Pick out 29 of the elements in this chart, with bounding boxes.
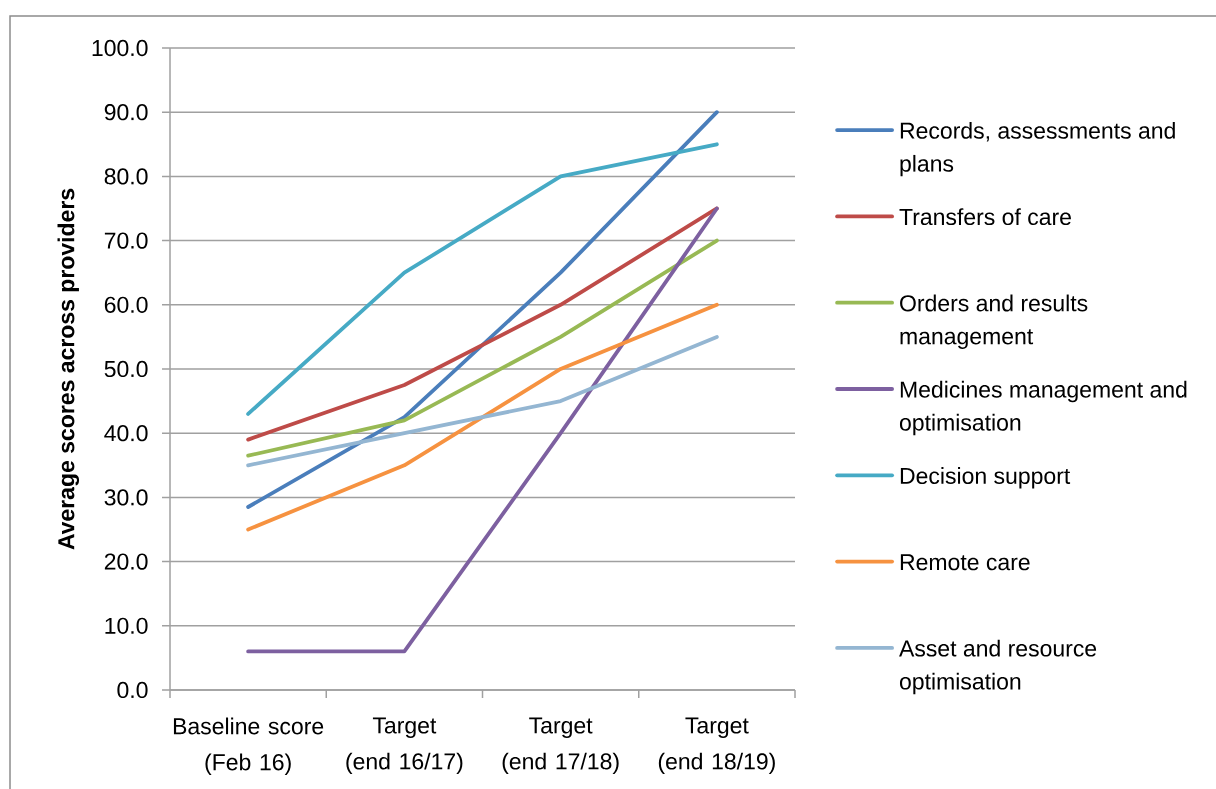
- y-tick-label: 10.0: [105, 617, 148, 634]
- legend-label: Records, assessments and plans: [900, 121, 1175, 177]
- y-tick-label: 90.0: [104, 104, 148, 121]
- legend-label: Transfers of care: [899, 208, 1071, 226]
- legend-label: Orders and results management: [900, 294, 1088, 349]
- x-tick-label: Target (end 16/17): [346, 717, 463, 775]
- line-series: [246, 206, 719, 442]
- y-tick-label: 0.0: [117, 681, 148, 699]
- legend-label: Asset and resource optimisation: [899, 639, 1097, 695]
- x-tick-label: Target (end 17/18): [502, 717, 619, 775]
- line-series: [246, 238, 719, 458]
- y-axis-title: Average scores across providers: [57, 188, 80, 550]
- line-series: [246, 302, 719, 532]
- legend-label: Remote care: [900, 554, 1030, 571]
- legend-label: Medicines management and optimisation: [899, 380, 1187, 436]
- y-tick-label: 20.0: [104, 553, 148, 570]
- y-tick-label: 40.0: [104, 425, 148, 442]
- y-tick-label: 80.0: [104, 168, 148, 185]
- x-tick-label: Target (end 18/19): [658, 717, 775, 775]
- y-tick-label: 50.0: [104, 360, 148, 378]
- line-series: [246, 334, 719, 468]
- line-series: [246, 110, 719, 509]
- y-tick-label: 30.0: [104, 489, 148, 506]
- line-series: [246, 142, 719, 416]
- y-tick-label: 70.0: [104, 232, 148, 249]
- y-tick-label: 60.0: [104, 296, 148, 313]
- y-tick-label: 100.0: [92, 39, 148, 57]
- x-tick-label: Baseline score (Feb 16): [173, 717, 324, 775]
- legend-label: Decision support: [900, 467, 1071, 489]
